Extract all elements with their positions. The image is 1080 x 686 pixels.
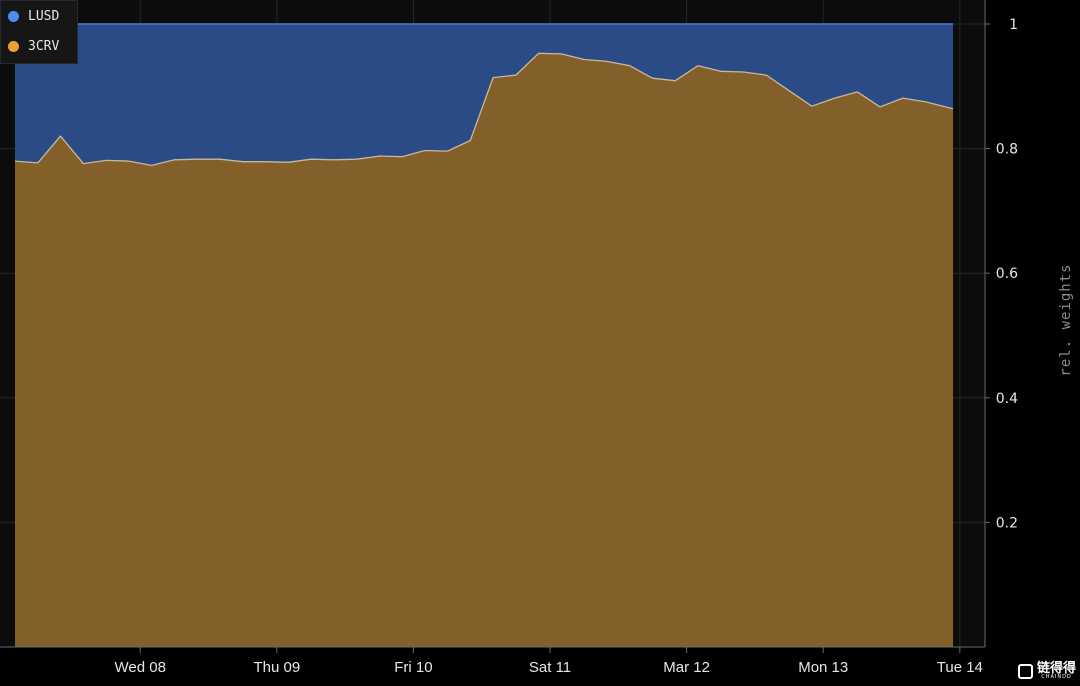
x-tick-label-1: Thu 09 [253, 659, 300, 676]
x-tick-label-6: Tue 14 [937, 659, 983, 676]
y-tick-label-0: 0.2 [996, 515, 1018, 531]
x-tick-label-5: Mon 13 [798, 659, 848, 676]
legend-item-lusd[interactable]: LUSD [8, 6, 59, 26]
y-tick-label-4: 1 [1009, 17, 1018, 33]
y-axis-ticks: 0.2 0.4 0.6 0.8 1 [985, 17, 1018, 531]
y-tick-label-2: 0.6 [996, 266, 1018, 282]
watermark: 链得得 CHAINDD [1017, 661, 1076, 680]
y-axis-label: rel. weights [1058, 263, 1074, 376]
legend: LUSD 3CRV [0, 0, 78, 64]
series-areas [14, 23, 954, 648]
x-tick-label-2: Fri 10 [394, 659, 432, 676]
axes [0, 0, 986, 648]
watermark-main-text: 链得得 [1036, 661, 1076, 676]
x-tick-label-3: Sat 11 [529, 659, 571, 676]
y-tick-label-3: 0.8 [996, 142, 1018, 158]
legend-dot-3crv [8, 40, 19, 52]
y-tick-label-1: 0.4 [996, 391, 1018, 407]
area-lusd [15, 24, 953, 166]
area-3crv [15, 53, 953, 648]
x-tick-label-4: Mar 12 [663, 659, 710, 676]
x-axis-ticks: Wed 08 Thu 09 Fri 10 Sat 11 Mar 12 Mon 13 Tue … [114, 647, 983, 676]
line-3crv [14, 52, 954, 167]
legend-label-lusd: LUSD [28, 8, 60, 24]
legend-item-3crv[interactable]: 3CRV [8, 36, 59, 56]
watermark-logo-icon [1017, 663, 1033, 679]
watermark-sub-text: CHAINDD [1041, 674, 1072, 680]
legend-dot-lusd [8, 10, 19, 22]
x-tick-label-0: Wed 08 [114, 659, 165, 676]
legend-label-3crv: 3CRV [28, 38, 60, 54]
